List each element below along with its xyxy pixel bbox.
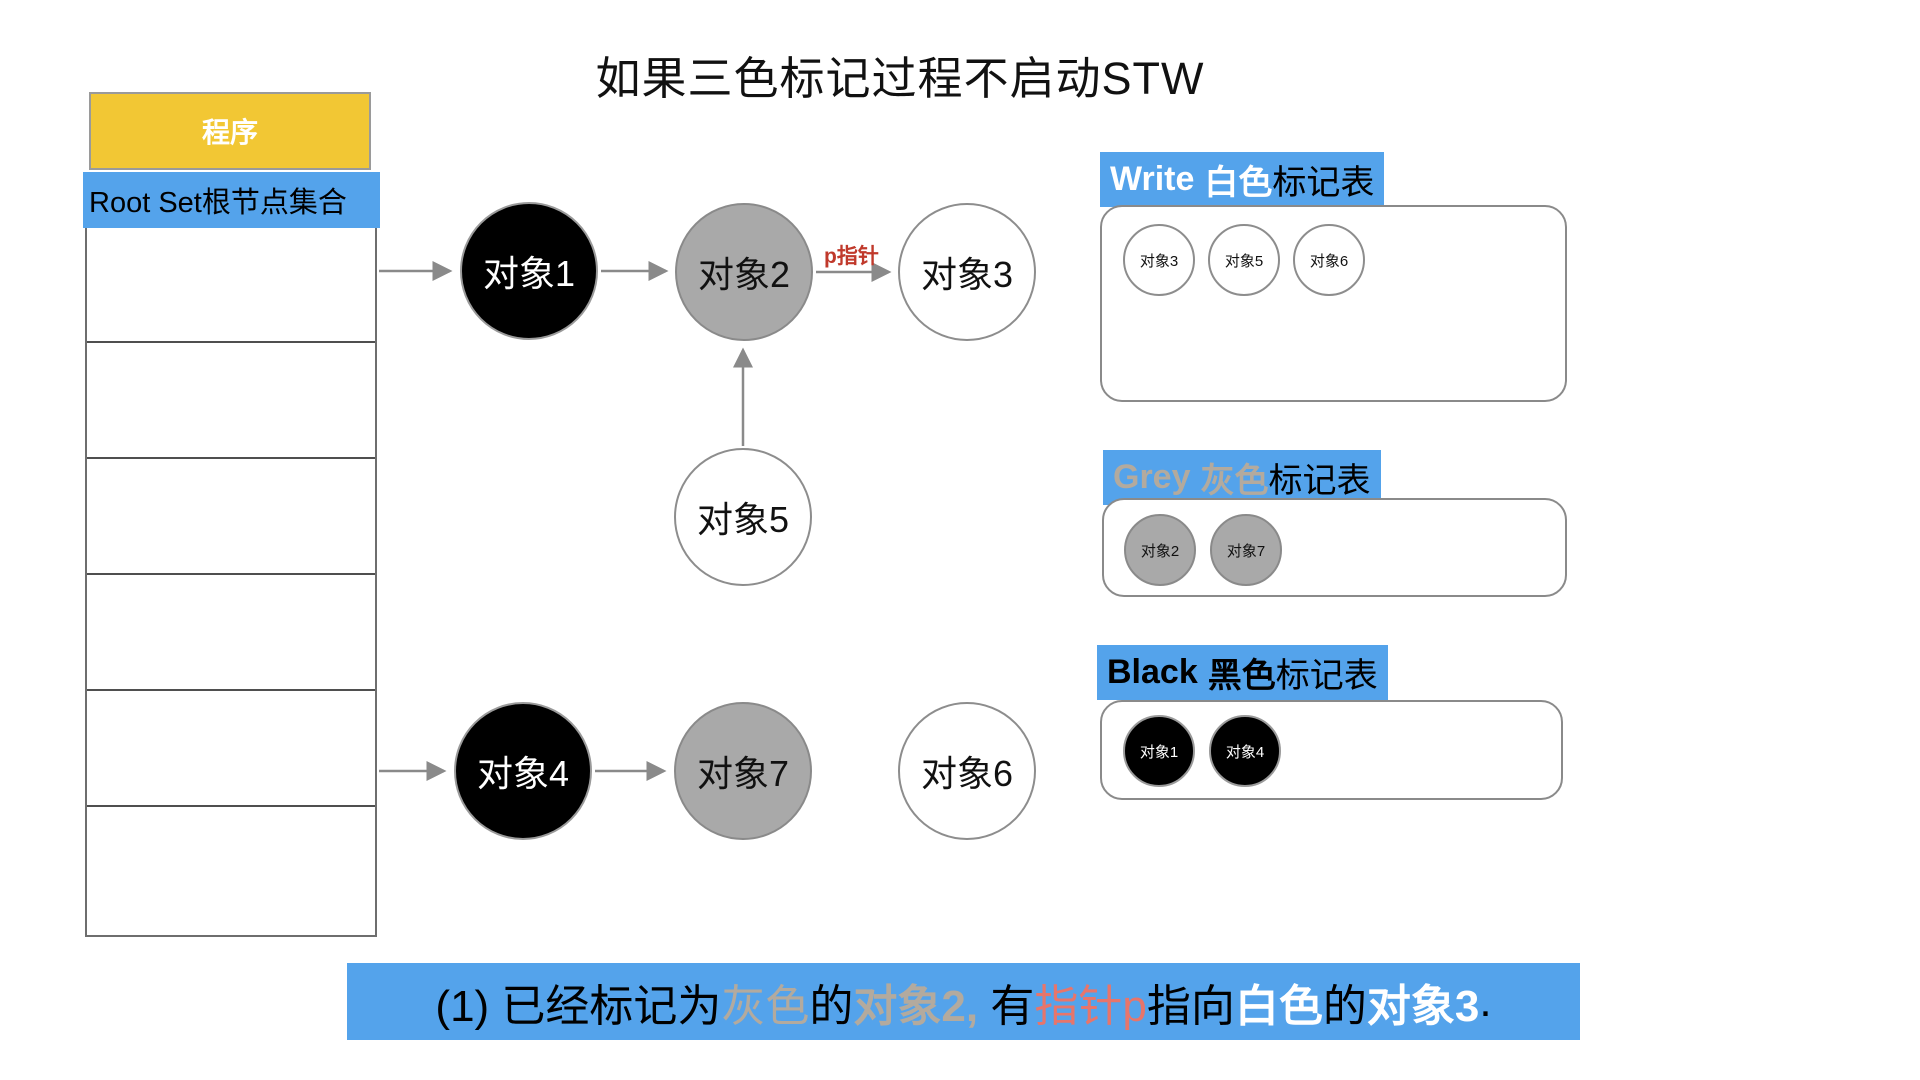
mini-label: 对象4: [1225, 743, 1265, 761]
white-table-label: Write 白色 标记表: [1100, 152, 1385, 207]
node-label: 对象3: [920, 254, 1014, 295]
mini-node-obj2: 对象2: [1124, 514, 1196, 586]
program-table-body: [85, 228, 377, 937]
caption-segment: 的: [809, 981, 854, 1031]
node-label: 对象2: [697, 254, 791, 295]
mini-label: 对象3: [1139, 252, 1179, 270]
label-en: Grey: [1113, 458, 1191, 496]
node-label: 对象5: [696, 499, 790, 540]
mini-node-obj1: 对象1: [1123, 715, 1195, 787]
grey-table-label: Grey 灰色 标记表: [1103, 450, 1381, 505]
table-row: [87, 691, 375, 807]
caption-segment: 有: [978, 981, 1035, 1031]
caption-bar: (1) 已经标记为 灰色的对象2, 有指针p 指向 白色的对象3.: [347, 963, 1580, 1040]
node-obj2: 对象2: [675, 203, 813, 341]
grey-table-box: 对象2 对象7: [1102, 498, 1567, 597]
white-table-box: 对象3 对象5 对象6: [1100, 205, 1567, 402]
caption-segment: (1) 已经标记为: [435, 981, 722, 1031]
node-obj6: 对象6: [898, 702, 1036, 840]
table-row: [87, 459, 375, 575]
label-rest: 标记表: [1272, 164, 1375, 202]
node-obj7: 对象7: [674, 702, 812, 840]
node-obj4: 对象4: [454, 702, 592, 840]
caption-segment: .: [1479, 976, 1492, 1026]
page-title: 如果三色标记过程不启动STW: [595, 53, 1205, 104]
mini-label: 对象1: [1139, 743, 1179, 761]
program-table-header: 程序: [89, 92, 371, 170]
black-table-box: 对象1 对象4: [1100, 700, 1563, 800]
table-row: [87, 228, 375, 343]
caption-segment: 对象2,: [853, 981, 979, 1031]
mini-node-obj5: 对象5: [1208, 224, 1280, 296]
mini-node-obj6: 对象6: [1293, 224, 1365, 296]
node-obj1: 对象1: [460, 202, 598, 340]
label-color-word: 白色: [1204, 164, 1273, 202]
caption-segment: 指向: [1146, 981, 1235, 1031]
label-color-word: 黑色: [1207, 657, 1276, 695]
black-table-label: Black 黑色 标记表: [1097, 645, 1388, 700]
label-en: Black: [1107, 653, 1198, 691]
mini-node-obj4: 对象4: [1209, 715, 1281, 787]
label-color-word: 灰色: [1200, 462, 1269, 500]
mini-label: 对象6: [1309, 252, 1349, 270]
caption-segment: 的: [1322, 981, 1367, 1031]
node-obj3: 对象3: [898, 203, 1036, 341]
label-rest: 标记表: [1275, 657, 1378, 695]
table-row: [87, 807, 375, 927]
caption-segment: 灰色: [721, 981, 810, 1031]
node-label: 对象4: [476, 753, 570, 794]
mini-node-obj7: 对象7: [1210, 514, 1282, 586]
root-set-bar: Root Set根节点集合: [83, 172, 380, 228]
caption-segment: 指针p: [1034, 981, 1147, 1031]
label-rest: 标记表: [1268, 462, 1371, 500]
caption-segment: 白色: [1234, 981, 1323, 1031]
node-label: 对象6: [920, 753, 1014, 794]
caption-segment: 对象3: [1366, 981, 1480, 1031]
node-obj5: 对象5: [674, 448, 812, 586]
node-label: 对象7: [696, 753, 790, 794]
mini-label: 对象7: [1226, 542, 1266, 560]
table-row: [87, 343, 375, 459]
mini-label: 对象2: [1140, 542, 1180, 560]
table-row: [87, 575, 375, 691]
p-pointer-label: p指针: [824, 245, 879, 268]
mini-node-obj3: 对象3: [1123, 224, 1195, 296]
label-en: Write: [1110, 160, 1195, 198]
node-label: 对象1: [482, 253, 576, 294]
mini-label: 对象5: [1224, 252, 1264, 270]
